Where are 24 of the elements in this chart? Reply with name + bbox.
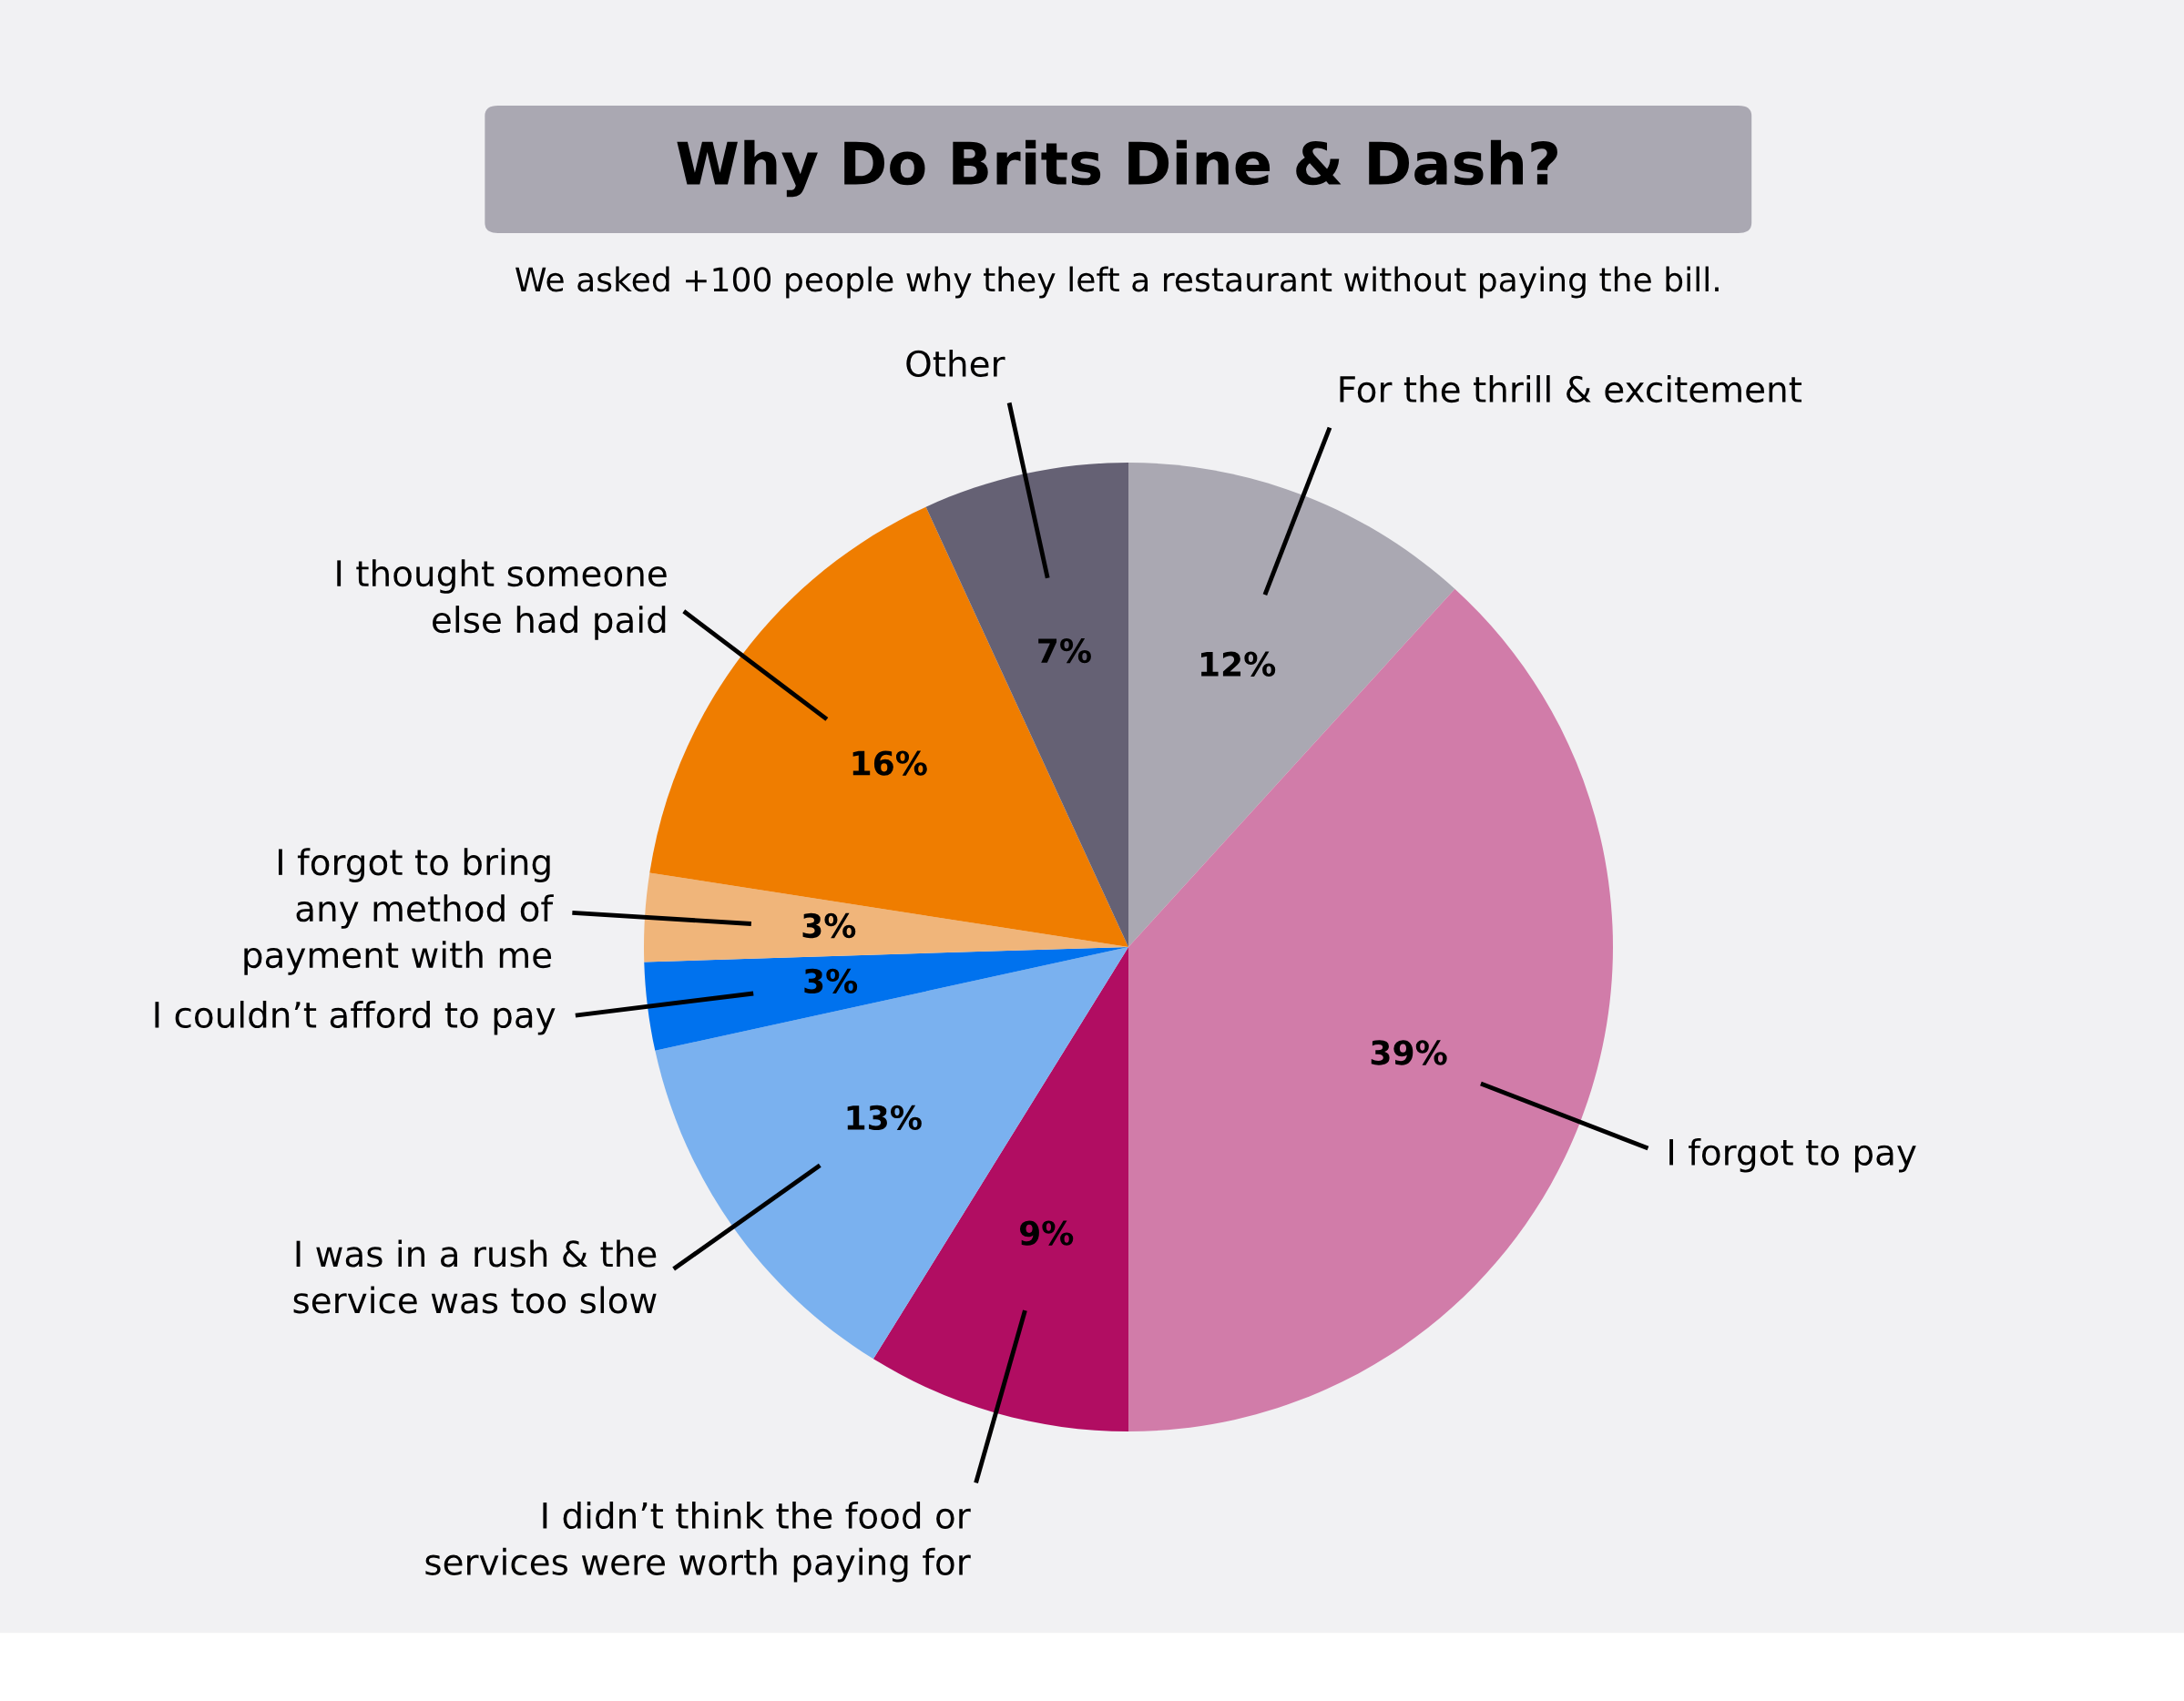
slice-label: I couldn’t afford to pay (155, 1000, 556, 1035)
slice-label: For the thrill & excitement (1340, 375, 1802, 403)
data-label: 12% (1201, 651, 1276, 677)
slice-label: I didn’t think the food or services were worth paying for (425, 1501, 971, 1583)
pie-slice (1128, 588, 1613, 1431)
slice-label: I forgot to pay (1669, 1137, 1916, 1173)
chart-title: Why Do Brits Dine & Dash? (677, 139, 1557, 198)
data-label: 3% (802, 912, 856, 939)
data-label: 9% (1019, 1220, 1074, 1246)
pie-slice (644, 947, 1128, 1051)
slice-label: Other (906, 349, 1005, 378)
slice-label: I forgot to bring any method of payment with me (244, 848, 554, 975)
pie-slice (655, 947, 1128, 1360)
slice-label: I was in a rush & the service was too slow (293, 1239, 657, 1314)
data-label: 39% (1371, 1040, 1447, 1065)
data-label: 3% (804, 968, 858, 994)
chart-subtitle: We asked +100 people why they left a restaurant without paying the bill. (515, 266, 1719, 299)
pie-slice (644, 872, 1128, 963)
data-label: 16% (852, 750, 927, 776)
pie-slice (925, 463, 1128, 947)
pie-slice (1128, 463, 1455, 947)
data-label: 7% (1038, 637, 1091, 664)
slice-label: I thought someone else had paid (337, 559, 667, 640)
data-label: 13% (847, 1105, 922, 1131)
